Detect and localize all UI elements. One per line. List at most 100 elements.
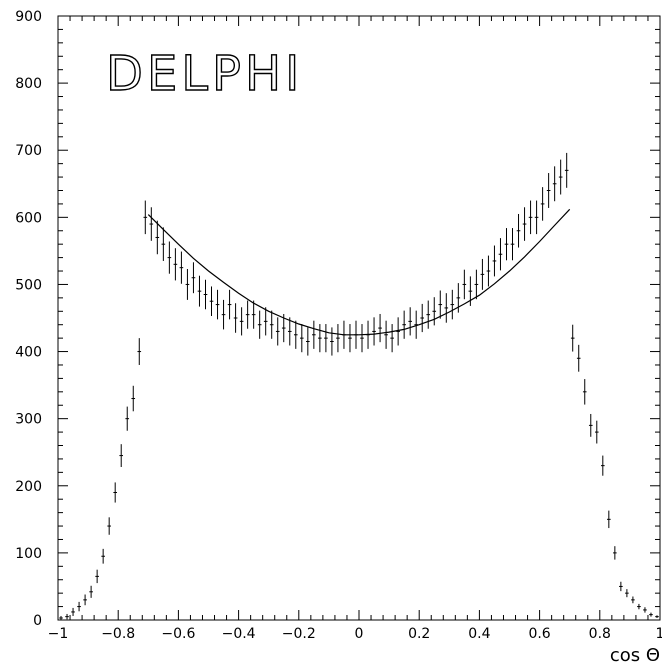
data-point	[498, 238, 503, 271]
data-point	[390, 324, 394, 353]
data-point	[191, 262, 196, 294]
data-point	[71, 607, 75, 616]
y-tick-label: 0	[33, 613, 42, 629]
x-tick-label: 0.6	[528, 626, 550, 642]
data-point	[372, 317, 376, 346]
data-point	[619, 581, 623, 592]
data-point	[625, 589, 629, 598]
y-tick-label: 800	[15, 76, 42, 92]
y-tick-label: 600	[15, 210, 42, 226]
data-point	[462, 269, 467, 300]
data-point	[649, 612, 653, 617]
data-point	[59, 615, 63, 620]
data-point	[324, 324, 328, 353]
data-point	[336, 324, 340, 353]
x-tick-label: 0.4	[468, 626, 490, 642]
data-point	[637, 603, 641, 610]
data-point	[510, 228, 515, 261]
data-point	[77, 601, 81, 612]
data-point	[125, 406, 130, 431]
data-point	[643, 607, 647, 613]
data-point	[582, 379, 587, 405]
data-point	[221, 299, 226, 330]
data-point	[438, 290, 443, 319]
x-tick-label: 0.8	[589, 626, 611, 642]
data-point	[474, 269, 479, 300]
data-point	[203, 279, 208, 310]
data-point	[613, 546, 617, 560]
data-point	[95, 569, 99, 584]
data-point	[83, 594, 87, 606]
data-point	[504, 228, 509, 261]
data-point	[185, 269, 190, 300]
x-tick-label: 0.2	[408, 626, 430, 642]
data-point	[492, 245, 497, 277]
data-point	[318, 324, 322, 353]
data-point	[89, 585, 93, 598]
data-point	[540, 187, 545, 221]
data-point	[167, 241, 172, 274]
y-tick-label: 500	[15, 277, 42, 293]
data-point	[408, 307, 412, 336]
data-point	[245, 300, 250, 329]
data-point	[360, 324, 364, 353]
data-point	[516, 213, 521, 248]
y-tick-label: 300	[15, 412, 42, 428]
data-point	[348, 324, 352, 353]
x-tick-label: 0	[355, 626, 364, 642]
x-tick-label: −0.2	[282, 626, 316, 642]
data-point	[378, 313, 382, 343]
y-tick-label: 700	[15, 143, 42, 159]
data-point	[444, 293, 449, 323]
data-point	[161, 227, 166, 261]
data-point	[233, 303, 238, 333]
data-point	[293, 320, 298, 349]
data-point	[396, 317, 400, 346]
data-points-with-error-bars	[59, 152, 659, 620]
data-point	[631, 596, 635, 604]
data-point	[149, 207, 154, 241]
data-point	[227, 289, 232, 320]
data-point	[564, 152, 569, 188]
data-point	[480, 258, 485, 290]
data-point	[402, 310, 406, 339]
data-point	[101, 548, 105, 564]
data-point	[300, 324, 304, 353]
x-tick-label: −0.4	[222, 626, 256, 642]
data-point	[155, 220, 160, 255]
data-point	[275, 317, 280, 346]
data-point	[119, 444, 124, 467]
data-point	[65, 613, 69, 620]
x-tick-label: −0.6	[161, 626, 195, 642]
plot-frame	[57, 15, 661, 621]
data-point	[534, 200, 539, 235]
data-point	[594, 420, 599, 444]
data-point	[287, 317, 292, 346]
data-point	[522, 207, 527, 241]
data-point	[655, 615, 659, 618]
data-point	[426, 300, 431, 329]
data-point	[552, 166, 557, 202]
delphi-logo-text: DELPHI	[106, 46, 303, 102]
data-point	[576, 344, 581, 372]
data-point	[330, 327, 334, 356]
x-tick-label: 1	[656, 626, 662, 642]
x-axis: −1 −0.8 −0.6 −0.4 −0.2 0 0.2 0.4 0.6 0.8 1	[48, 16, 662, 642]
data-point	[588, 413, 593, 437]
y-tick-label: 200	[15, 479, 42, 495]
data-point	[173, 248, 178, 281]
data-point	[420, 303, 425, 333]
data-point	[601, 455, 605, 476]
data-point	[432, 297, 437, 326]
data-point	[607, 510, 611, 529]
data-point	[528, 200, 533, 235]
fit-curve	[147, 208, 571, 336]
data-point	[546, 173, 551, 208]
data-point	[281, 313, 286, 343]
data-point	[179, 251, 184, 284]
data-point	[107, 517, 111, 535]
data-point	[312, 320, 316, 349]
x-tick-label: −0.8	[101, 626, 135, 642]
x-tick-label: −1	[48, 626, 69, 642]
y-tick-label: 100	[15, 546, 42, 562]
